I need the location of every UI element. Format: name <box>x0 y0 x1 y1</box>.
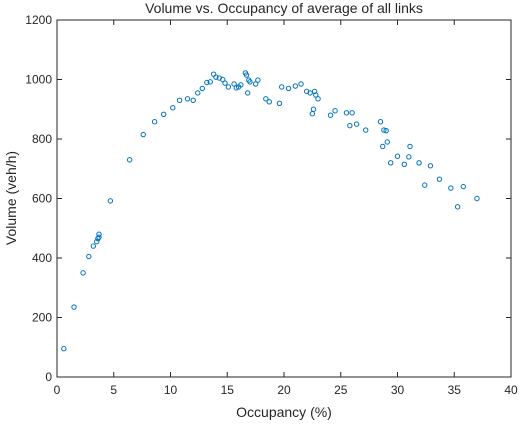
x-tick-label: 15 <box>221 383 235 397</box>
data-point <box>353 121 360 127</box>
data-point <box>377 119 384 125</box>
data-point <box>380 143 386 150</box>
data-point <box>96 231 102 237</box>
data-point <box>263 96 269 102</box>
data-point <box>195 90 201 96</box>
data-point <box>311 88 318 95</box>
data-point <box>107 198 114 204</box>
data-point <box>266 99 272 105</box>
data-point <box>151 119 158 125</box>
data-point <box>407 143 413 150</box>
data-point <box>243 72 250 78</box>
data-point <box>238 82 244 88</box>
data-point <box>349 110 355 116</box>
x-tick-label: 25 <box>334 383 348 397</box>
data-point <box>231 81 237 87</box>
data-point <box>90 243 97 249</box>
y-tick-label: 400 <box>32 251 52 265</box>
data-point <box>190 97 196 104</box>
data-point <box>394 153 401 159</box>
data-point <box>387 160 394 166</box>
data-point <box>184 96 191 102</box>
data-point <box>225 84 232 90</box>
data-point <box>383 127 389 134</box>
data-point <box>292 83 299 89</box>
chart-title: Volume vs. Occupancy of average of all l… <box>145 0 423 16</box>
data-point <box>71 304 77 310</box>
data-point <box>199 85 205 92</box>
data-point <box>207 79 213 85</box>
data-point <box>436 176 443 182</box>
data-point <box>247 79 253 85</box>
data-point <box>222 80 228 86</box>
data-points <box>61 70 480 352</box>
data-point <box>327 112 334 118</box>
data-point <box>416 160 422 166</box>
data-point <box>460 183 467 190</box>
y-tick-label: 1000 <box>25 73 52 87</box>
data-point <box>61 346 67 352</box>
data-point <box>406 154 412 160</box>
data-point <box>170 105 176 111</box>
plot-area <box>56 19 512 378</box>
data-point <box>252 81 259 87</box>
data-point <box>381 127 387 133</box>
data-point <box>80 270 86 276</box>
data-point <box>160 111 167 118</box>
data-point <box>244 90 251 96</box>
data-point <box>347 122 353 129</box>
x-tick-label: 30 <box>391 383 405 397</box>
y-axis-ticks: 0 200 400 600 800 1000 1200 <box>25 13 511 384</box>
data-point <box>315 96 321 102</box>
axes-frame <box>56 19 512 378</box>
x-tick-label: 5 <box>110 383 117 397</box>
y-tick-label: 600 <box>32 192 52 206</box>
x-axis-ticks: 0 5 10 15 20 25 30 35 40 <box>54 20 518 397</box>
data-point <box>94 238 100 245</box>
data-point <box>427 163 434 169</box>
y-tick-label: 1200 <box>25 13 52 27</box>
data-point <box>474 195 480 202</box>
data-point <box>384 139 390 145</box>
data-point <box>401 161 408 167</box>
y-tick-label: 800 <box>32 132 52 146</box>
data-point <box>126 157 133 163</box>
data-point <box>313 92 319 98</box>
data-point <box>213 74 219 80</box>
data-point <box>298 81 304 87</box>
data-point <box>276 100 283 107</box>
data-point <box>422 182 428 188</box>
data-point <box>140 131 146 138</box>
data-point <box>86 253 92 260</box>
data-point <box>176 97 183 104</box>
y-tick-label: 200 <box>32 311 52 325</box>
data-point <box>363 127 369 133</box>
data-point <box>285 85 292 92</box>
x-tick-label: 10 <box>164 383 178 397</box>
data-point <box>255 77 261 83</box>
x-tick-label: 40 <box>504 383 518 397</box>
y-tick-label: 0 <box>45 370 52 384</box>
data-point <box>310 106 317 112</box>
data-point <box>343 110 350 116</box>
data-point <box>332 108 338 114</box>
data-point <box>96 234 102 240</box>
data-point <box>448 185 454 191</box>
x-axis-label: Occupancy (%) <box>236 404 332 420</box>
data-point <box>279 84 285 90</box>
x-tick-label: 20 <box>277 383 291 397</box>
x-tick-label: 35 <box>448 383 462 397</box>
data-point <box>454 204 461 210</box>
data-point <box>204 79 210 86</box>
x-tick-label: 0 <box>54 383 61 397</box>
data-point <box>307 90 313 96</box>
y-axis-label: Volume (veh/h) <box>3 151 19 245</box>
